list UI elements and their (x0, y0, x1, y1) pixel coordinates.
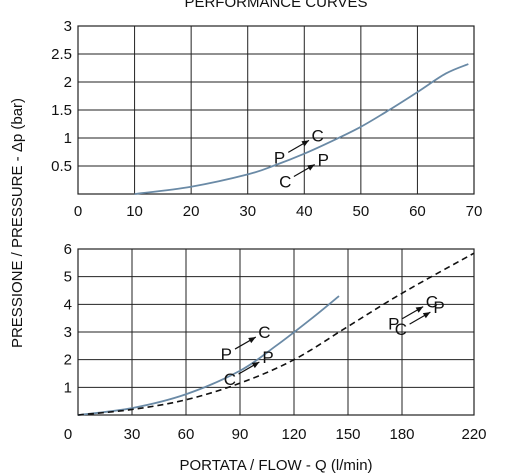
x-tick-label: 60 (178, 426, 195, 443)
annotation-from-label: C (224, 370, 236, 389)
x-tick-label: 30 (239, 203, 256, 220)
flow-direction-annotation: PC (221, 323, 271, 364)
y-tick-label: 1 (64, 379, 72, 396)
annotation-to-label: C (258, 323, 270, 342)
x-axis-label: PORTATA / FLOW - Q (l/min) (179, 457, 372, 474)
annotation-from-label: C (395, 320, 407, 339)
x-tick-label: 0 (74, 203, 82, 220)
annotation-from-label: P (274, 148, 285, 167)
x-tick-label: 40 (296, 203, 313, 220)
annotation-to-label: P (318, 150, 329, 169)
annotation-arrowhead (251, 361, 260, 369)
y-tick-label: 2.5 (51, 46, 72, 63)
y-tick-label: 4 (64, 296, 72, 313)
series-line-dashed (77, 252, 475, 416)
y-tick-label: 6 (64, 241, 72, 258)
x-tick-label: 220 (461, 426, 486, 443)
chart-title: PERFORMANCE CURVES (184, 0, 367, 11)
flow-direction-annotation: PC (274, 126, 324, 167)
annotation-to-label: P (433, 298, 444, 317)
x-tick-label: 20 (183, 203, 200, 220)
flow-direction-annotation: CP (224, 348, 274, 389)
y-tick-label: 3 (64, 324, 72, 341)
annotation-from-label: C (279, 172, 291, 191)
y-tick-label: 2 (64, 352, 72, 369)
x-tick-label: 10 (126, 203, 143, 220)
x-tick-label: 60 (409, 203, 426, 220)
y-tick-label: 0.5 (51, 158, 72, 175)
annotation-arrowhead (415, 306, 424, 313)
y-tick-label: 1.5 (51, 102, 72, 119)
series-line-solid (77, 295, 340, 416)
annotation-arrowhead (301, 140, 310, 147)
x-tick-label: 150 (335, 426, 360, 443)
y-tick-label: 5 (64, 269, 72, 286)
annotation-from-label: P (221, 345, 232, 364)
annotation-arrowhead (248, 337, 256, 344)
series-line-solid (134, 63, 469, 195)
annotation-to-label: P (262, 348, 273, 367)
x-tick-label: 180 (389, 426, 414, 443)
annotation-arrowhead (307, 164, 315, 171)
y-axis-label: PRESSIONE / PRESSURE - Δp (bar) (9, 98, 26, 348)
x-tick-label: 50 (353, 203, 370, 220)
annotation-arrowhead (422, 312, 431, 319)
flow-direction-annotation: CP (395, 298, 445, 339)
x-tick-label: 90 (232, 426, 249, 443)
flow-direction-annotation: CP (279, 150, 329, 191)
y-tick-label: 3 (64, 18, 72, 35)
x-tick-label: 30 (124, 426, 141, 443)
flow-direction-annotation: PC (388, 293, 438, 334)
y-tick-label: 2 (64, 74, 72, 91)
annotation-to-label: C (426, 293, 438, 312)
x-tick-label: 120 (281, 426, 306, 443)
annotation-to-label: C (312, 126, 324, 145)
annotation-from-label: P (388, 315, 399, 334)
x-tick-label: 70 (466, 203, 483, 220)
y-tick-label: 1 (64, 130, 72, 147)
x-tick-label: 0 (64, 426, 72, 443)
